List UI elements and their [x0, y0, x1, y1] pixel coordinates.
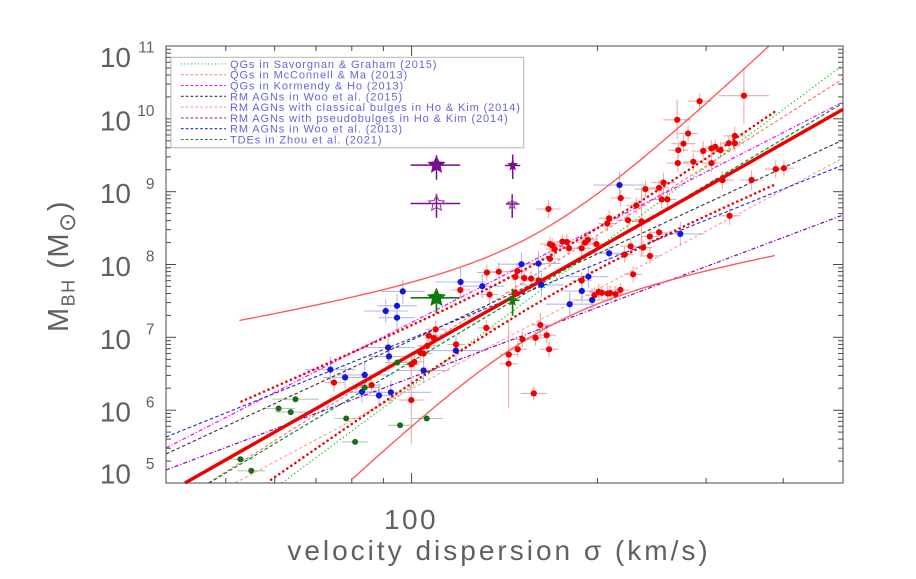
svg-text:9: 9 [146, 176, 155, 193]
svg-text:10: 10 [100, 105, 131, 136]
svg-text:7: 7 [146, 322, 155, 339]
svg-text:5: 5 [146, 456, 155, 473]
svg-text:RM AGNs in Woo et al. (2013): RM AGNs in Woo et al. (2013) [230, 124, 403, 136]
svg-text:RM AGNs with pseudobulges in H: RM AGNs with pseudobulges in Ho & Kim (2… [230, 113, 509, 125]
svg-text:10: 10 [100, 251, 131, 282]
svg-text:10: 10 [100, 459, 131, 490]
svg-text:8: 8 [146, 249, 155, 266]
svg-text:10: 10 [100, 178, 131, 209]
svg-text:RM AGNs in Woo et al. (2015): RM AGNs in Woo et al. (2015) [230, 91, 403, 103]
svg-text:10: 10 [137, 103, 155, 120]
svg-text:10: 10 [100, 397, 131, 428]
svg-text:QGs in McConnell & Ma (2013): QGs in McConnell & Ma (2013) [230, 70, 408, 82]
svg-text:10: 10 [100, 42, 131, 73]
svg-text:TDEs in Zhou et al. (2021): TDEs in Zhou et al. (2021) [230, 135, 382, 147]
svg-text:RM AGNs with classical bulges: RM AGNs with classical bulges in Ho & Ki… [230, 102, 521, 114]
svg-text:6: 6 [146, 394, 155, 411]
svg-text:10: 10 [100, 324, 131, 355]
svg-text:QGs in Kormendy & Ho (2013): QGs in Kormendy & Ho (2013) [230, 81, 404, 93]
svg-text:QGs in Savorgnan & Graham (201: QGs in Savorgnan & Graham (2015) [230, 59, 437, 71]
svg-text:100: 100 [384, 504, 438, 535]
svg-text:velocity dispersion σ (km/s): velocity dispersion σ (km/s) [287, 535, 710, 566]
svg-text:11: 11 [138, 40, 154, 57]
